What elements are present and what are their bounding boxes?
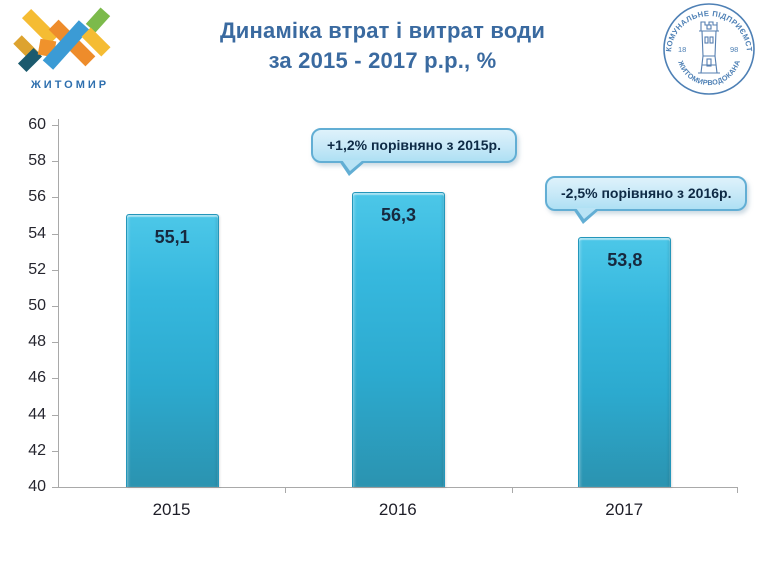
y-tick-label: 56 (28, 188, 46, 206)
x-category-label: 2015 (152, 500, 191, 519)
city-logo-wordmark: ЖИТОМИР (30, 79, 109, 91)
zhytomyr-city-logo-icon: ЖИТОМИР (13, 7, 111, 91)
x-category-label: 2017 (605, 500, 644, 519)
y-tick-mark (52, 233, 58, 235)
x-tick-mark (285, 488, 287, 493)
y-tick-label: 40 (28, 478, 46, 495)
x-tick-mark (511, 488, 513, 493)
y-tick-mark (52, 342, 58, 344)
bar-2015: 55,1 (125, 213, 219, 487)
vodokanal-stamp-icon: КОМУНАЛЬНЕ ПІДПРИЄМСТВО ЖИТОМИРВОДОКАНАЛ… (661, 1, 755, 95)
y-tick-label: 54 (28, 224, 46, 242)
bar-value-label: 55,1 (154, 226, 190, 247)
title-line-2: за 2015 - 2017 р.р., % (268, 47, 497, 73)
bar-2017: 53,8 (578, 237, 672, 487)
y-tick-label: 44 (28, 405, 46, 423)
y-tick-mark (52, 378, 58, 380)
y-tick-label: 48 (28, 333, 46, 351)
page-title: Динаміка втрат і витрат води за 2015 - 2… (120, 16, 645, 75)
bar-value-label: 53,8 (607, 250, 643, 271)
logo-ribbons-icon (13, 7, 111, 73)
y-tick-mark (52, 450, 58, 452)
y-tick-mark (52, 306, 58, 307)
y-tick-mark (52, 269, 58, 271)
annotation-bubble-2017: -2,5% порівняно з 2016р. (545, 176, 748, 224)
bar-value-label: 56,3 (380, 204, 417, 225)
y-tick-mark (52, 414, 58, 416)
title-line-1: Динаміка втрат і витрат води (219, 18, 546, 43)
y-tick-mark (52, 161, 58, 163)
stamp-tower-icon (698, 21, 720, 74)
y-tick-label: 60 (28, 116, 46, 133)
y-tick-label: 58 (28, 152, 46, 170)
y-tick-label: 52 (28, 260, 46, 278)
stamp-year-right: 98 (730, 45, 738, 54)
y-tick-label: 50 (28, 297, 46, 314)
annotation-bubble-2016: +1,2% порівняно з 2015р. (311, 128, 517, 176)
y-tick-mark (52, 487, 58, 488)
bar-2016: 56,3 (352, 191, 445, 487)
x-tick-mark (737, 488, 738, 493)
x-category-label: 2016 (378, 500, 417, 519)
y-tick-label: 42 (28, 441, 46, 459)
y-tick-mark (52, 125, 58, 126)
plot-area: 55,1 56,3 53,8 (52, 119, 738, 493)
stamp-year-left: 18 (678, 45, 686, 54)
y-tick-label: 46 (28, 369, 46, 387)
y-tick-mark (52, 197, 58, 199)
